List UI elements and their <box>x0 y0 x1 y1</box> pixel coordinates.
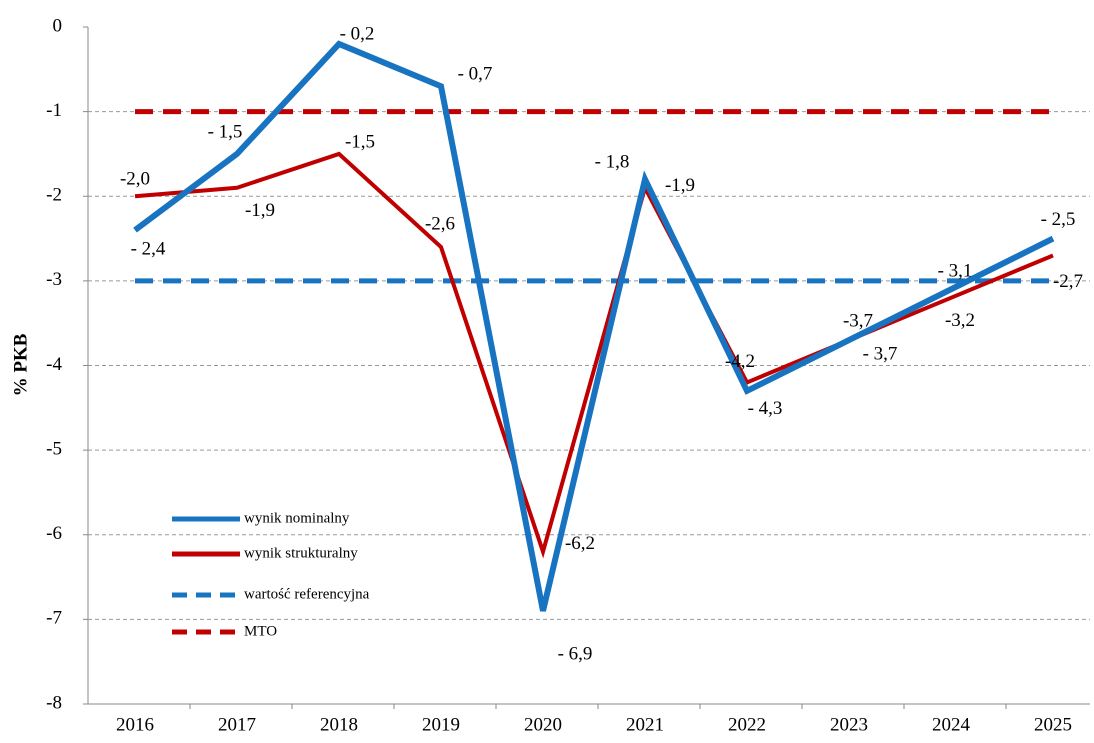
x-tick-label: 2021 <box>626 714 664 735</box>
data-label: -2,6 <box>425 213 455 234</box>
x-tick-label: 2023 <box>830 714 868 735</box>
y-tick-label: -2 <box>46 185 62 206</box>
data-label: - 3,7 <box>863 343 898 364</box>
x-tick-label: 2017 <box>218 714 256 735</box>
data-label: -1,9 <box>245 200 275 221</box>
data-label: - 2,4 <box>131 238 166 259</box>
y-tick-label: -5 <box>46 438 62 459</box>
y-tick-label: 0 <box>53 15 63 36</box>
data-label: - 1,5 <box>208 121 243 142</box>
y-axis-label: % PKB <box>10 333 31 396</box>
legend-label: MTO <box>244 623 277 639</box>
y-tick-label: -8 <box>46 692 62 713</box>
data-label: -1,5 <box>345 131 375 152</box>
x-tick-label: 2018 <box>320 714 358 735</box>
x-tick-label: 2020 <box>524 714 562 735</box>
x-tick-label: 2025 <box>1034 714 1072 735</box>
data-label: -3,2 <box>945 310 975 331</box>
data-label: - 1,8 <box>595 152 630 173</box>
x-tick-label: 2024 <box>932 714 971 735</box>
y-tick-label: -7 <box>46 608 62 629</box>
data-label: -4,2 <box>725 351 755 372</box>
data-label: - 6,9 <box>558 643 593 664</box>
data-label: - 2,5 <box>1041 209 1076 230</box>
legend-label: wynik strukturalny <box>244 545 358 561</box>
x-tick-label: 2016 <box>116 714 154 735</box>
legend-label: wartość referencyjna <box>244 586 370 602</box>
data-label: -2,0 <box>120 169 150 190</box>
data-label: -3,7 <box>843 310 873 331</box>
legend-label: wynik nominalny <box>244 510 350 526</box>
data-label: - 0,2 <box>340 23 375 44</box>
y-tick-label: -4 <box>46 354 62 375</box>
y-tick-label: -6 <box>46 523 62 544</box>
series-line <box>134 151 1054 559</box>
data-label: -2,7 <box>1053 271 1083 292</box>
y-tick-label: -3 <box>46 269 62 290</box>
x-tick-label: 2022 <box>728 714 766 735</box>
data-label: -6,2 <box>565 533 595 554</box>
x-tick-label: 2019 <box>422 714 460 735</box>
series-line <box>133 40 1055 612</box>
data-label: -1,9 <box>665 175 695 196</box>
data-label: - 0,7 <box>458 64 493 85</box>
data-label: - 3,1 <box>938 261 973 282</box>
data-label: - 4,3 <box>748 398 783 419</box>
y-tick-label: -1 <box>46 100 62 121</box>
